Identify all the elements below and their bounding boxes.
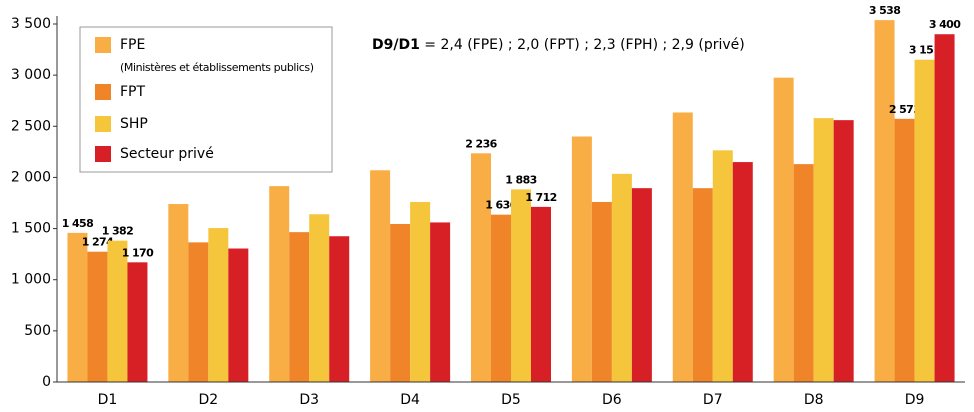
bar bbox=[471, 153, 491, 382]
legend-note: (Ministères et établissements publics) bbox=[120, 61, 314, 74]
y-tick-label: 3 000 bbox=[11, 67, 51, 83]
value-label: 1 382 bbox=[102, 225, 133, 238]
legend-label: Secteur privé bbox=[120, 146, 214, 162]
value-label: 1 712 bbox=[525, 191, 556, 204]
value-label: 1 636 bbox=[485, 199, 517, 212]
annotation-text: = 2,4 (FPE) ; 2,0 (FPT) ; 2,3 (FPH) ; 2,… bbox=[420, 37, 745, 53]
value-label: 1 883 bbox=[505, 173, 536, 186]
bar bbox=[127, 262, 148, 382]
value-label: 3 538 bbox=[869, 4, 900, 17]
bar bbox=[934, 34, 955, 382]
bar bbox=[107, 240, 128, 382]
x-tick-label: D8 bbox=[804, 392, 824, 408]
legend-label: FPT bbox=[120, 84, 145, 100]
value-label: 3 151 bbox=[909, 44, 940, 57]
bar bbox=[571, 136, 592, 382]
bar bbox=[692, 188, 713, 382]
bar bbox=[813, 118, 834, 383]
bar bbox=[329, 236, 350, 382]
bar bbox=[67, 232, 88, 382]
bar bbox=[833, 120, 854, 383]
x-tick-label: D2 bbox=[198, 392, 218, 408]
value-label: 2 236 bbox=[465, 137, 497, 150]
bar bbox=[309, 214, 330, 382]
y-tick-label: 3 500 bbox=[11, 16, 51, 32]
x-tick-label: D5 bbox=[501, 392, 521, 408]
x-tick-label: D6 bbox=[602, 392, 622, 408]
y-tick-label: 500 bbox=[24, 323, 51, 339]
x-tick-label: D7 bbox=[703, 392, 723, 408]
annotation: D9/D1 = 2,4 (FPE) ; 2,0 (FPT) ; 2,3 (FPH… bbox=[372, 37, 745, 53]
bar bbox=[188, 242, 209, 382]
bar bbox=[430, 222, 451, 382]
legend-label: SHP bbox=[120, 116, 148, 132]
y-tick-label: 0 bbox=[42, 374, 51, 390]
bar bbox=[269, 186, 290, 382]
bar bbox=[289, 232, 310, 382]
bar bbox=[591, 201, 612, 382]
bar bbox=[491, 214, 511, 382]
bar bbox=[732, 162, 753, 382]
bar bbox=[168, 204, 189, 382]
legend-box bbox=[79, 26, 333, 173]
legend-swatch bbox=[95, 84, 111, 100]
bar bbox=[228, 248, 249, 382]
bar bbox=[208, 228, 229, 382]
annotation-bold: D9/D1 bbox=[372, 37, 420, 53]
value-label: 3 400 bbox=[929, 18, 961, 31]
x-tick-label: D3 bbox=[299, 392, 319, 408]
bar bbox=[531, 206, 551, 382]
y-tick-label: 1 500 bbox=[11, 221, 51, 237]
bar bbox=[611, 173, 632, 382]
y-tick-label: 2 500 bbox=[11, 118, 51, 134]
bar bbox=[631, 188, 652, 382]
legend-swatch bbox=[95, 146, 111, 162]
bar bbox=[370, 170, 391, 382]
bar bbox=[511, 189, 531, 382]
value-label: 1 458 bbox=[62, 217, 93, 230]
value-label: 2 573 bbox=[889, 103, 920, 116]
y-tick-label: 2 000 bbox=[11, 169, 51, 185]
x-tick-label: D1 bbox=[98, 392, 118, 408]
legend-swatch bbox=[95, 37, 111, 53]
legend-label: FPE bbox=[120, 37, 145, 53]
bar bbox=[390, 223, 411, 382]
y-tick-label: 1 000 bbox=[11, 272, 51, 288]
bar bbox=[410, 201, 431, 382]
bar bbox=[87, 251, 108, 382]
legend-swatch bbox=[95, 116, 111, 132]
bar bbox=[712, 150, 733, 382]
bar bbox=[672, 112, 693, 382]
bar bbox=[773, 77, 794, 382]
x-tick-label: D4 bbox=[400, 392, 420, 408]
bar bbox=[874, 20, 895, 383]
bar bbox=[914, 59, 935, 382]
bar bbox=[894, 118, 915, 383]
value-label: 1 274 bbox=[82, 236, 114, 249]
value-label: 1 170 bbox=[122, 246, 154, 259]
bar bbox=[793, 164, 814, 382]
x-tick-label: D9 bbox=[905, 392, 925, 408]
